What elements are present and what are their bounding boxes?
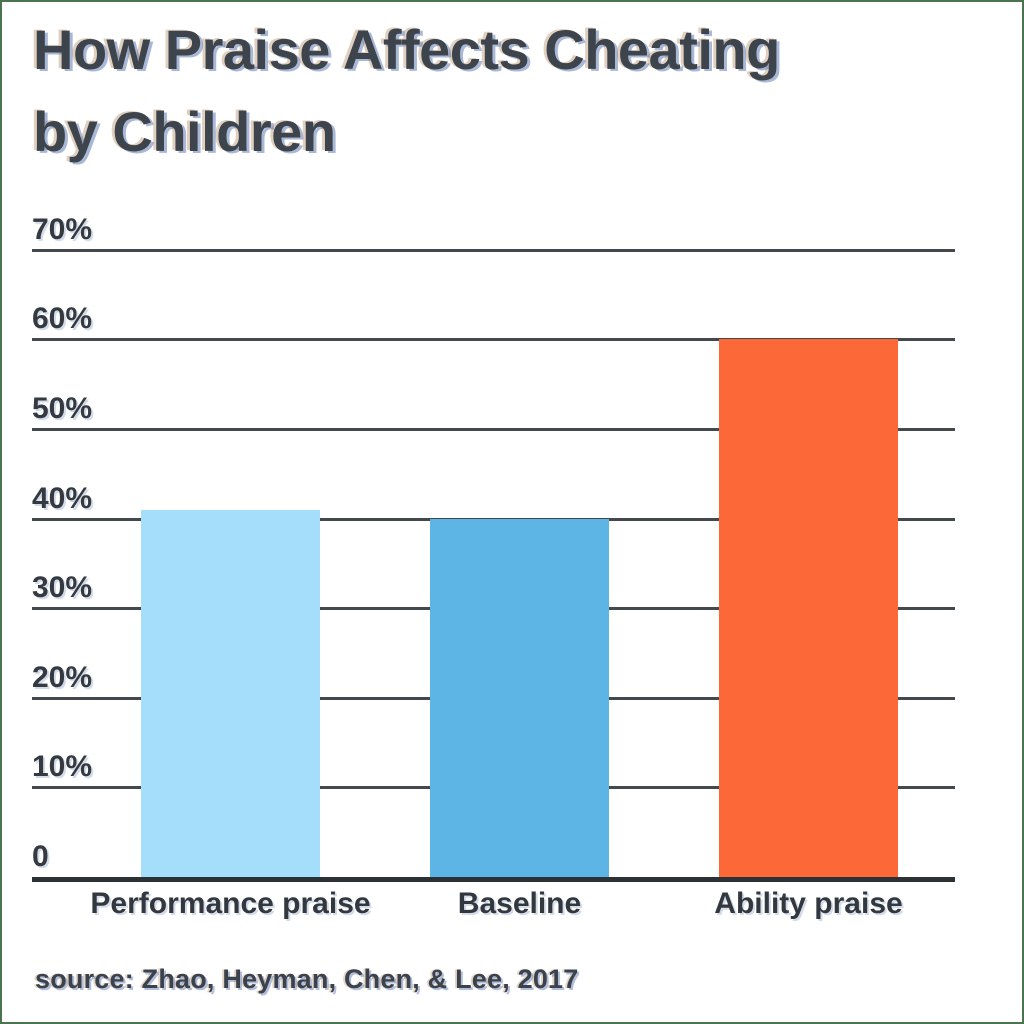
chart-title-line1: How Praise Affects Cheating (33, 18, 780, 81)
x-category-label-ability-praise: Ability praise (714, 887, 903, 920)
bar-ability-praise (719, 339, 898, 877)
bar-baseline (430, 519, 609, 877)
y-tick-label-10: 10% (32, 750, 93, 783)
gridline-70 (32, 249, 955, 252)
y-tick-label-60: 60% (32, 302, 93, 335)
y-tick-label-40: 40% (32, 482, 93, 515)
y-tick-label-0: 0 (32, 840, 49, 873)
y-tick-label-30: 30% (32, 571, 93, 604)
chart-title-line2: by Children (33, 100, 336, 163)
y-tick-label-20: 20% (32, 661, 93, 694)
y-tick-label-70: 70% (32, 213, 93, 246)
x-category-label-baseline: Baseline (457, 887, 582, 920)
x-category-label-performance-praise: Performance praise (90, 887, 371, 920)
gridline-60 (32, 338, 955, 341)
gridline-50 (32, 428, 955, 431)
x-axis-line (32, 877, 955, 882)
bar-performance-praise (141, 510, 320, 877)
y-tick-label-50: 50% (32, 392, 93, 425)
source-note: source: Zhao, Heyman, Chen, & Lee, 2017 (35, 964, 579, 994)
